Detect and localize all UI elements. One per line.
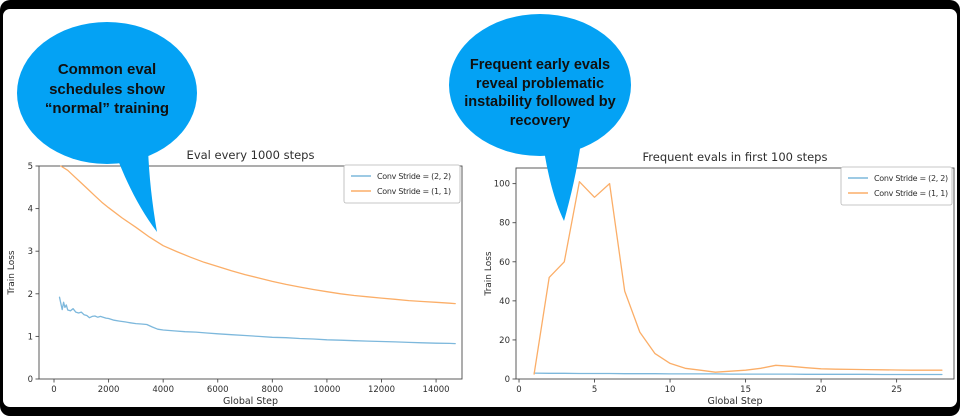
x-axis-label: Global Step <box>223 396 278 407</box>
series-line <box>533 181 943 375</box>
y-tick-label: 0 <box>28 375 33 385</box>
y-tick-label: 40 <box>499 297 510 307</box>
legend-label: Conv Stride = (1, 1) <box>377 187 451 196</box>
speech-bubble-ellipse <box>17 22 197 164</box>
bubble-text-line: Common eval <box>57 61 157 78</box>
y-tick-label: 1 <box>28 332 33 342</box>
x-tick-label: 0 <box>51 385 56 395</box>
x-tick-label: 15 <box>740 385 751 395</box>
plot-box <box>515 167 955 380</box>
series-line <box>533 372 943 376</box>
x-tick-label: 20 <box>816 385 827 395</box>
series-line <box>58 296 456 345</box>
x-tick-label: 2000 <box>98 385 120 395</box>
chart-title: Frequent evals in first 100 steps <box>643 150 828 164</box>
x-tick-label: 10000 <box>313 385 340 395</box>
legend-box <box>343 164 461 204</box>
bubble-text-line: reveal problematic <box>475 75 605 92</box>
x-tick-label: 6000 <box>207 385 229 395</box>
speech-bubble-left <box>17 22 197 232</box>
y-axis-label: Train Loss <box>484 251 494 297</box>
x-tick-label: 14000 <box>423 385 450 395</box>
y-tick-label: 20 <box>499 336 510 346</box>
y-tick-label: 60 <box>499 258 510 268</box>
legend-box <box>840 166 953 206</box>
y-tick-label: 80 <box>499 219 510 229</box>
speech-bubble-right-text: Frequent early evals reveal problematic … <box>448 56 632 130</box>
x-tick-label: 10 <box>665 385 676 395</box>
legend: Conv Stride = (2, 2) Conv Stride = (1, 1) <box>343 164 461 204</box>
speech-bubble-tail <box>116 148 157 232</box>
y-tick-label: 0 <box>505 375 510 385</box>
bubble-text-line: “normal” training <box>44 100 170 117</box>
speech-bubble-tail <box>543 142 581 221</box>
bubble-text-line: instability followed by <box>464 94 616 110</box>
y-tick-label: 3 <box>28 247 33 257</box>
chart-title: Eval every 1000 steps <box>187 148 315 162</box>
chart-1: 0 5 10 15 20 25 0 20 40 60 80 100 Frequent evals in … <box>484 150 955 407</box>
y-tick-label: 2 <box>28 290 33 300</box>
series-line <box>60 165 456 305</box>
x-tick-label: 4000 <box>152 385 174 395</box>
x-axis-label: Global Step <box>708 396 763 407</box>
x-tick-label: 0 <box>516 385 521 395</box>
x-tick-label: 12000 <box>368 385 395 395</box>
bubble-text-line: schedules show <box>49 80 165 98</box>
chart-0: 0 2000 4000 6000 8000 10000 12000 14000 0 1 2 3 4 5 Ev… <box>7 148 463 407</box>
speech-bubble-right <box>449 14 631 221</box>
bubble-text-line: recovery <box>509 112 571 129</box>
legend-label: Conv Stride = (1, 1) <box>874 189 948 198</box>
y-axis-label: Train Loss <box>7 250 17 296</box>
x-tick-label: 25 <box>891 385 902 395</box>
x-tick-label: 8000 <box>262 385 284 395</box>
speech-bubble-ellipse <box>449 14 631 156</box>
legend-label: Conv Stride = (2, 2) <box>874 174 948 183</box>
y-tick-label: 4 <box>28 205 33 215</box>
x-tick-label: 5 <box>592 385 597 395</box>
plot-box <box>38 165 463 380</box>
speech-bubble-left-text: Common eval schedules show “normal” trai… <box>16 60 198 119</box>
y-tick-label: 5 <box>28 162 33 172</box>
legend: Conv Stride = (2, 2) Conv Stride = (1, 1) <box>840 166 953 206</box>
bubble-text-line: Frequent early evals <box>469 57 611 73</box>
legend-label: Conv Stride = (2, 2) <box>377 172 451 181</box>
y-tick-label: 100 <box>494 180 510 190</box>
